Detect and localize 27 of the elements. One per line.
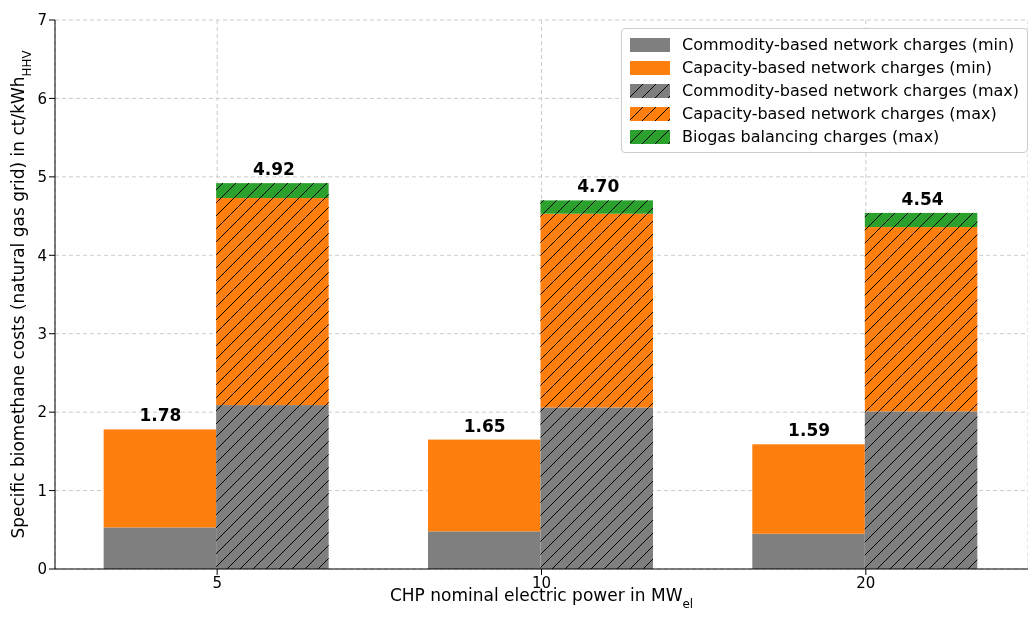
annotation: 4.54 [901,188,944,209]
y-tick-label: 1 [37,481,47,500]
annotation: 1.65 [463,415,506,436]
bar [752,444,865,534]
y-tick-label: 2 [37,403,47,422]
y-tick-label: 3 [37,325,47,344]
y-tick-label: 0 [37,560,47,579]
legend-label: Commodity-based network charges (min) [681,35,1015,54]
annotation: 4.92 [252,159,295,180]
annotation: 1.59 [788,420,831,441]
y-tick-label: 6 [37,89,47,108]
bar [752,533,865,569]
x-tick-label: 20 [856,573,876,592]
legend-label: Capacity-based network charges (min) [681,58,992,77]
legend-label: Commodity-based network charges (max) [681,81,1019,100]
y-tick-label: 4 [37,246,47,265]
bar [427,439,541,532]
y-tick-label: 7 [37,11,47,30]
bar [103,527,217,569]
bar [103,429,217,528]
legend-label: Biogas balancing charges (max) [681,127,940,146]
annotation: 1.78 [139,405,182,426]
legend-label: Capacity-based network charges (max) [681,104,997,123]
annotation: 4.70 [577,176,620,197]
bar [427,531,541,569]
y-tick-label: 5 [37,168,47,187]
x-tick-label: 5 [212,573,222,592]
